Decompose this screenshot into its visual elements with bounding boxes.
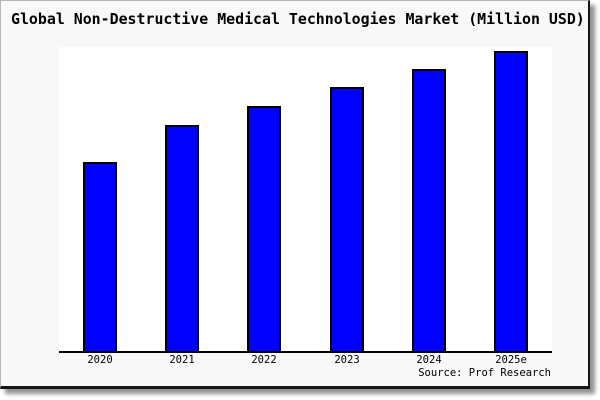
source-credit: Source: Prof Research: [418, 367, 551, 379]
x-axis-label-2020: 2020: [87, 354, 113, 366]
chart-card: Global Non-Destructive Medical Technolog…: [0, 0, 590, 389]
bar-2020: [83, 162, 117, 351]
bar-2021: [165, 125, 199, 351]
x-axis-label-2025e: 2025e: [495, 354, 527, 366]
plot-area: [59, 47, 552, 353]
chart-title: Global Non-Destructive Medical Technolog…: [11, 10, 585, 28]
bar-2024: [412, 69, 446, 351]
x-axis-label-2021: 2021: [169, 354, 195, 366]
bar-2022: [247, 106, 281, 351]
x-axis-label-2024: 2024: [416, 354, 442, 366]
bar-2023: [330, 87, 364, 351]
bar-2025e: [494, 51, 528, 351]
x-axis-label-2023: 2023: [334, 354, 360, 366]
x-axis-label-2022: 2022: [251, 354, 277, 366]
